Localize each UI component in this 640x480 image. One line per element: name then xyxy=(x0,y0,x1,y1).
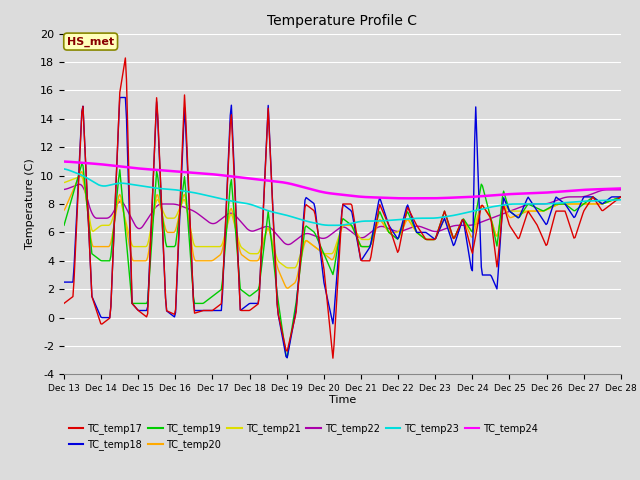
X-axis label: Time: Time xyxy=(329,395,356,405)
Y-axis label: Temperature (C): Temperature (C) xyxy=(24,158,35,250)
Text: HS_met: HS_met xyxy=(67,36,114,47)
Title: Temperature Profile C: Temperature Profile C xyxy=(268,14,417,28)
Legend: TC_temp17, TC_temp18, TC_temp19, TC_temp20, TC_temp21, TC_temp22, TC_temp23, TC_: TC_temp17, TC_temp18, TC_temp19, TC_temp… xyxy=(69,423,538,450)
